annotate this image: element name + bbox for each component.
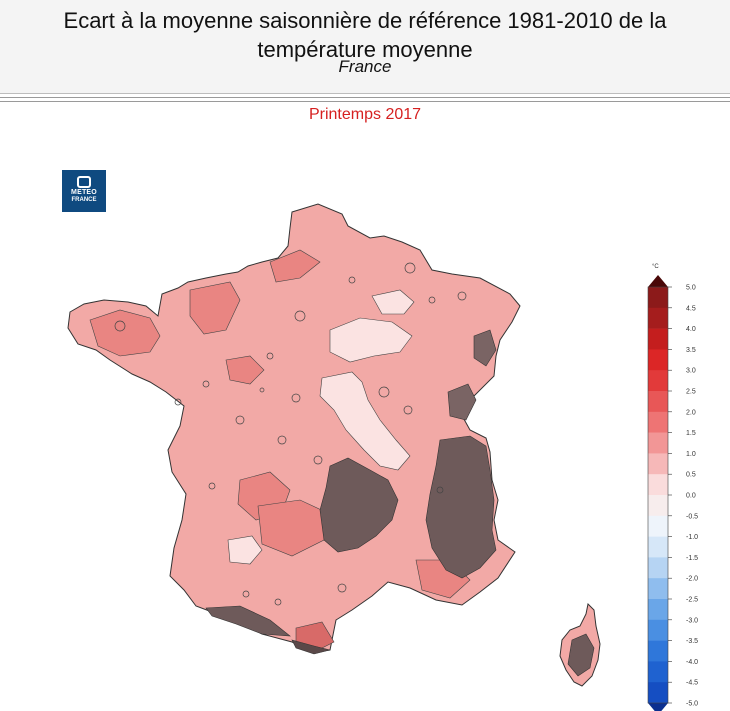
divider-bottom <box>0 101 730 102</box>
zone-warm-normandy <box>189 281 241 335</box>
legend-tick-label: 1.5 <box>686 430 696 437</box>
mainland-outline <box>67 203 521 653</box>
zone-light-north <box>329 317 413 363</box>
season-title: Printemps 2017 <box>308 106 422 123</box>
legend-swatch <box>648 474 668 496</box>
zone-warm-loire <box>225 355 265 385</box>
legend-tick-label: -2.0 <box>686 576 698 583</box>
legend-swatch <box>648 328 668 350</box>
legend-swatch <box>648 640 668 662</box>
legend-arrow-top <box>648 275 668 287</box>
title-line-2: température moyenne <box>257 37 473 62</box>
zone-light-centre <box>319 371 411 471</box>
legend-swatch <box>648 370 668 392</box>
legend-tick-label: 0.0 <box>686 493 696 500</box>
corsica-mountain <box>567 633 595 677</box>
legend-swatch <box>648 349 668 371</box>
legend-swatch <box>648 682 668 704</box>
legend-unit-label: °C <box>652 264 659 270</box>
zone-mountain-alps <box>425 435 497 579</box>
legend-tick-label: 3.0 <box>686 368 696 375</box>
legend-tick-label: 0.5 <box>686 472 696 479</box>
zone-mountain-vosges <box>473 329 497 367</box>
mainland-france <box>67 203 521 655</box>
small-contour-cells <box>114 262 467 606</box>
logo-text-1: METEO <box>71 189 97 196</box>
legend-tick-label: -4.0 <box>686 659 698 666</box>
legend-swatch <box>648 453 668 475</box>
legend-arrow-bottom <box>648 703 668 711</box>
legend-tick-label: -3.0 <box>686 617 698 624</box>
legend-ticks: 5.0 4.5 4.0 3.5 3.0 2.5 2.0 1.5 1.0 0.5 0.0 -0.5 -1.… <box>668 285 698 708</box>
page-title: Ecart à la moyenne saisonnière de référe… <box>0 6 730 64</box>
legend-swatch <box>648 411 668 433</box>
header-panel: Ecart à la moyenne saisonnière de référe… <box>0 0 730 94</box>
legend-swatch <box>648 432 668 454</box>
legend-swatch <box>648 287 668 309</box>
zone-warm-brittany <box>89 309 161 357</box>
legend-tick-label: -2.5 <box>686 597 698 604</box>
legend-tick-label: 1.0 <box>686 451 696 458</box>
zone-mountain-pyrenees-west <box>205 605 291 637</box>
legend-swatch <box>648 599 668 621</box>
legend-swatch <box>648 515 668 537</box>
legend-swatch <box>648 661 668 683</box>
legend-swatch <box>648 578 668 600</box>
zone-warm-north <box>269 249 321 283</box>
legend-tick-label: 4.5 <box>686 305 696 312</box>
legend-tick-label: -1.0 <box>686 534 698 541</box>
legend-tick-label: -0.5 <box>686 513 698 520</box>
zone-light-southwest <box>227 535 263 565</box>
corsica <box>559 602 601 687</box>
zone-mountain-pyrenees-east <box>291 639 331 655</box>
title-line-1: Ecart à la moyenne saisonnière de référe… <box>63 8 667 33</box>
meteo-france-logo: METEO FRANCE <box>62 170 106 212</box>
region-label: France <box>338 57 392 76</box>
legend-colorbar <box>647 275 669 711</box>
legend-tick-label: -4.5 <box>686 680 698 687</box>
legend-tick-label: 5.0 <box>686 285 696 292</box>
legend-swatch <box>648 557 668 579</box>
legend-swatch <box>648 307 668 329</box>
legend-tick-label: 4.0 <box>686 326 696 333</box>
legend-tick-label: 3.5 <box>686 347 696 354</box>
legend-tick-label: -3.5 <box>686 638 698 645</box>
zone-mountain-jura <box>447 383 477 421</box>
legend-tick-label: 2.0 <box>686 409 696 416</box>
zone-mountain-massif-central <box>319 457 399 553</box>
logo-text-2: FRANCE <box>71 197 97 203</box>
divider-top <box>0 97 730 98</box>
meteo-france-logo-icon <box>77 176 91 188</box>
zone-light-champagne <box>371 289 415 315</box>
legend-tick-label: 2.5 <box>686 389 696 396</box>
legend-swatch <box>648 536 668 558</box>
legend-tick-label: -1.5 <box>686 555 698 562</box>
legend-swatch <box>648 495 668 517</box>
legend-swatch <box>648 619 668 641</box>
legend-swatch <box>648 391 668 413</box>
legend-tick-label: -5.0 <box>686 701 698 708</box>
